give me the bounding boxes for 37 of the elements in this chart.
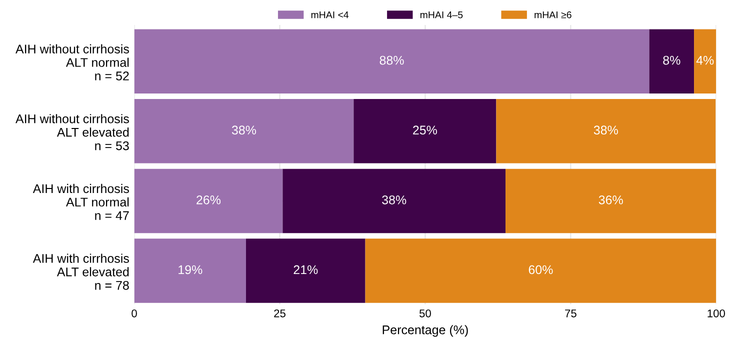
data-label: 19% bbox=[178, 265, 202, 274]
bar bbox=[694, 29, 716, 94]
x-axis-title: Percentage (%) bbox=[382, 325, 468, 337]
x-tick-label: 0 bbox=[132, 309, 137, 318]
y-tick-label: AIH with cirrhosis ALT normal n = 47 bbox=[32, 184, 129, 220]
data-label: 38% bbox=[232, 126, 256, 135]
data-label: 36% bbox=[598, 195, 623, 204]
x-tick-label: 100 bbox=[708, 309, 725, 318]
data-label: 4% bbox=[696, 56, 714, 65]
bar bbox=[282, 168, 506, 234]
data-label: 21% bbox=[294, 265, 318, 274]
bar bbox=[354, 99, 496, 164]
bar bbox=[134, 168, 283, 234]
legend-label: mHAI 4–5 bbox=[420, 11, 463, 18]
bar bbox=[134, 238, 246, 303]
y-tick-label: AIH with cirrhosis ALT elevated n = 78 bbox=[32, 254, 129, 290]
data-label: 38% bbox=[382, 195, 406, 204]
data-label: 8% bbox=[663, 56, 680, 65]
y-tick-label: AIH without cirrhosis ALT normal n = 52 bbox=[16, 44, 129, 80]
bar bbox=[365, 238, 716, 303]
data-label: 60% bbox=[528, 265, 553, 274]
y-tick-label: AIH without cirrhosis ALT elevated n = 53 bbox=[16, 114, 129, 150]
data-label: 38% bbox=[594, 126, 618, 135]
bar bbox=[496, 99, 716, 164]
legend-label: mHAI ≥6 bbox=[534, 11, 572, 18]
bar bbox=[134, 29, 650, 94]
bar bbox=[246, 238, 366, 303]
bar bbox=[649, 29, 694, 94]
data-label: 25% bbox=[413, 126, 437, 135]
x-tick-label: 75 bbox=[565, 310, 576, 318]
data-label: 26% bbox=[196, 195, 221, 204]
x-tick-label: 50 bbox=[419, 309, 431, 318]
legend-label: mHAI <4 bbox=[311, 11, 349, 18]
bar bbox=[134, 99, 354, 164]
bar bbox=[506, 168, 716, 234]
x-tick-label: 25 bbox=[274, 309, 286, 318]
data-label: 88% bbox=[380, 56, 404, 65]
